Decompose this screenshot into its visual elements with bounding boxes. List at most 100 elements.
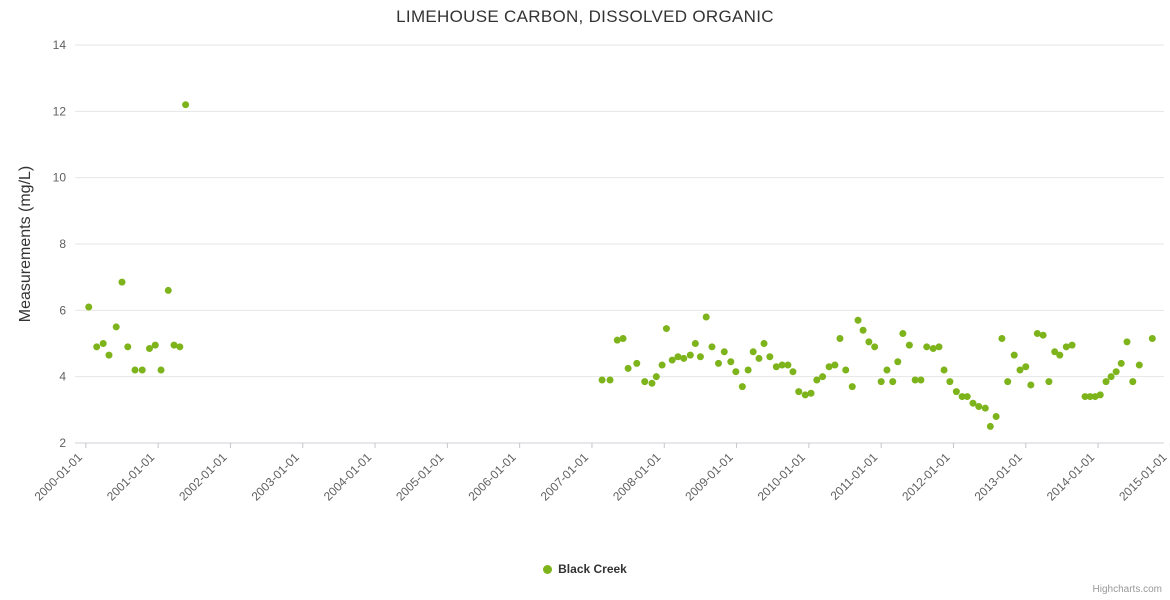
data-point[interactable] [652,373,660,381]
data-point[interactable] [871,343,879,351]
data-point[interactable] [911,376,919,384]
data-point[interactable] [686,351,694,359]
data-point[interactable] [899,330,907,338]
data-point[interactable] [883,366,891,374]
data-point[interactable] [760,340,768,347]
data-point[interactable] [842,366,850,374]
data-point[interactable] [807,389,815,397]
data-point[interactable] [981,404,989,412]
data-point[interactable] [85,303,93,311]
data-point[interactable] [641,378,649,386]
data-point[interactable] [905,341,913,349]
data-point[interactable] [784,361,792,369]
data-point[interactable] [1086,393,1094,401]
data-point[interactable] [1117,359,1125,367]
data-point[interactable] [1129,378,1137,386]
data-point[interactable] [157,366,165,374]
data-point[interactable] [619,335,627,343]
data-point[interactable] [680,354,688,362]
data-point[interactable] [1081,393,1089,401]
data-point[interactable] [986,422,994,430]
data-point[interactable] [998,335,1006,343]
data-point[interactable] [732,368,740,376]
data-point[interactable] [702,313,710,321]
data-point[interactable] [1022,363,1030,371]
data-point[interactable] [727,358,735,366]
data-point[interactable] [1148,335,1156,343]
data-point[interactable] [1123,338,1131,346]
data-point[interactable] [598,376,606,384]
data-point[interactable] [963,393,971,401]
data-point[interactable] [1068,341,1076,349]
data-point[interactable] [738,383,746,391]
data-point[interactable] [131,366,139,374]
data-point[interactable] [789,368,797,376]
data-point[interactable] [124,343,132,351]
data-point[interactable] [848,383,856,391]
data-point[interactable] [708,343,716,351]
data-point[interactable] [795,388,803,396]
data-point[interactable] [662,325,670,333]
data-point[interactable] [613,336,621,344]
data-point[interactable] [975,403,983,411]
data-point[interactable] [714,359,722,367]
data-point[interactable] [1051,348,1059,356]
data-point[interactable] [668,356,676,364]
data-point[interactable] [1062,343,1070,351]
highcharts-credits-link[interactable]: Highcharts.com [1092,584,1162,595]
data-point[interactable] [755,354,763,362]
data-point[interactable] [1056,351,1064,359]
data-point[interactable] [1112,368,1120,376]
data-point[interactable] [170,341,178,349]
data-point[interactable] [1027,381,1035,389]
data-point[interactable] [992,412,1000,420]
data-point[interactable] [969,399,977,407]
data-point[interactable] [831,361,839,369]
data-point[interactable] [859,326,867,334]
data-point[interactable] [696,353,704,361]
data-point[interactable] [923,343,931,351]
data-point[interactable] [935,343,943,351]
data-point[interactable] [889,378,897,386]
data-point[interactable] [624,364,632,372]
data-point[interactable] [813,376,821,384]
data-point[interactable] [801,391,809,399]
data-point[interactable] [1096,391,1104,399]
data-point[interactable] [164,286,172,294]
data-point[interactable] [674,353,682,361]
data-point[interactable] [1039,331,1047,339]
data-point[interactable] [606,376,614,384]
data-point[interactable] [118,278,126,286]
data-point[interactable] [648,379,656,387]
data-point[interactable] [825,363,833,371]
data-point[interactable] [658,361,666,369]
data-point[interactable] [145,344,153,352]
data-point[interactable] [865,338,873,346]
data-point[interactable] [917,376,925,384]
data-point[interactable] [633,359,641,367]
data-point[interactable] [940,366,948,374]
data-point[interactable] [1045,378,1053,386]
data-point[interactable] [1102,378,1110,386]
data-point[interactable] [929,344,937,352]
data-point[interactable] [744,366,752,374]
data-point[interactable] [1010,351,1018,359]
data-point[interactable] [1004,378,1012,386]
data-point[interactable] [1135,361,1143,369]
data-point[interactable] [946,378,954,386]
data-point[interactable] [894,358,902,366]
data-point[interactable] [854,316,862,324]
data-point[interactable] [819,373,827,381]
data-point[interactable] [877,378,885,386]
data-point[interactable] [99,340,107,347]
data-point[interactable] [836,335,844,343]
data-point[interactable] [182,101,190,109]
data-point[interactable] [691,340,699,347]
data-point[interactable] [766,353,774,361]
data-point[interactable] [151,341,159,349]
data-point[interactable] [1033,330,1041,338]
data-point[interactable] [749,348,757,356]
data-point[interactable] [772,363,780,371]
data-point[interactable] [112,323,120,331]
data-point[interactable] [1107,373,1115,381]
